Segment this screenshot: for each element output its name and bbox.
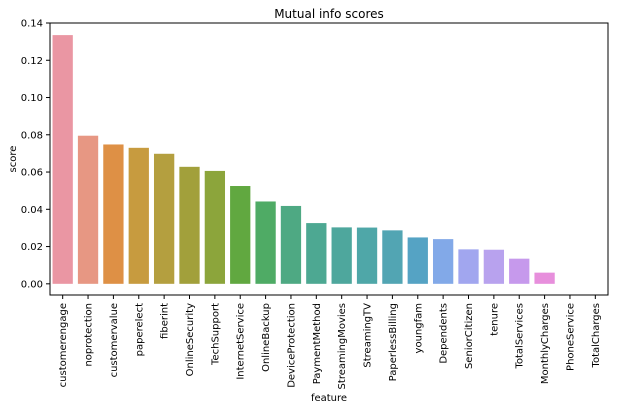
bar-internetservice — [230, 186, 251, 284]
x-tick-label: OnlineSecurity — [185, 303, 196, 376]
bar-onlinebackup — [255, 201, 276, 284]
x-tick-label: TotalServices — [515, 303, 526, 370]
bar-paymentmethod — [306, 223, 327, 284]
y-tick-label: 0.14 — [21, 19, 43, 30]
x-tick-label: youngfam — [413, 303, 424, 353]
x-tick-label: PaperlessBilling — [388, 303, 399, 381]
bar-streamingtv — [356, 227, 378, 284]
x-tick-label: PaymentMethod — [312, 303, 323, 384]
bar-layer — [52, 35, 555, 284]
x-tick-label: MonthlyCharges — [540, 303, 551, 384]
x-tick-label: paperelect — [134, 303, 145, 356]
bar-dependents — [432, 239, 454, 284]
bar-customervalue — [103, 144, 124, 284]
x-tick-label: DeviceProtection — [286, 303, 297, 388]
y-tick-label: 0.06 — [21, 168, 43, 179]
x-tick-label: PhoneService — [565, 303, 576, 371]
x-tick-label: Dependents — [439, 303, 450, 364]
y-tick-label: 0.02 — [21, 242, 43, 253]
x-tick-label: TotalCharges — [591, 303, 602, 368]
y-axis-ticks: 0.00 0.02 0.04 0.06 0.08 0.10 0.12 0.14 — [21, 19, 50, 290]
bar-totalservices — [509, 258, 530, 284]
y-tick-label: 0.10 — [21, 93, 43, 104]
y-tick-label: 0.00 — [21, 279, 43, 290]
bar-deviceprotection — [280, 205, 302, 284]
x-tick-label: SeniorCitizen — [464, 303, 475, 369]
bar-paperelect — [128, 147, 149, 284]
bar-youngfam — [407, 237, 428, 284]
plot-frame — [49, 22, 609, 296]
y-tick-label: 0.04 — [21, 205, 43, 216]
x-tick-label: TechSupport — [210, 303, 221, 366]
y-axis-title: score — [8, 146, 19, 173]
bar-seniorcitizen — [458, 249, 479, 284]
bar-noprotection — [77, 135, 99, 284]
bar-tenure — [483, 249, 505, 284]
bar-fiberint — [153, 153, 175, 284]
chart-title: Mutual info scores — [274, 7, 384, 21]
bar-paperlessbilling — [382, 230, 403, 284]
x-tick-label: StreamingMovies — [337, 303, 348, 389]
bar-techsupport — [204, 170, 226, 284]
bar-onlinesecurity — [179, 166, 200, 284]
x-tick-label: noprotection — [84, 303, 95, 367]
y-tick-label: 0.12 — [21, 56, 43, 67]
x-tick-label: customervalue — [109, 303, 120, 377]
x-tick-label: customerengage — [58, 303, 69, 387]
x-axis-title: feature — [311, 393, 347, 404]
y-tick-label: 0.08 — [21, 130, 43, 141]
x-tick-label: tenure — [489, 303, 500, 336]
bar-customerengage — [52, 35, 73, 284]
x-tick-label: OnlineBackup — [261, 303, 272, 372]
x-axis-ticks: customerengage noprotection customervalue p… — [58, 295, 602, 389]
bar-monthlycharges — [534, 272, 555, 284]
x-tick-label: InternetService — [236, 303, 247, 380]
x-tick-label: StreamingTV — [363, 303, 374, 368]
x-tick-label: fiberint — [160, 303, 171, 339]
bar-streamingmovies — [331, 227, 352, 284]
